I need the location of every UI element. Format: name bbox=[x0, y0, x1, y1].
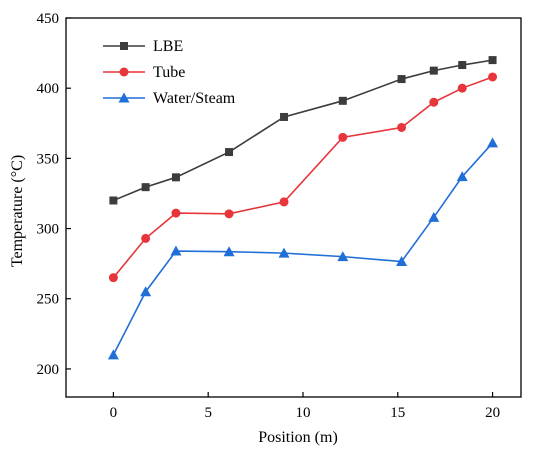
legend-marker bbox=[118, 92, 130, 103]
data-point-water-steam bbox=[456, 171, 468, 182]
y-tick-label: 400 bbox=[37, 81, 60, 97]
x-tick-label: 20 bbox=[485, 405, 500, 421]
series-tube bbox=[108, 72, 498, 283]
data-point-lbe bbox=[397, 75, 406, 84]
data-point-tube bbox=[338, 132, 348, 142]
series-line-tube bbox=[112, 76, 493, 279]
data-point-lbe bbox=[338, 96, 347, 105]
legend-label: Tube bbox=[153, 64, 185, 81]
data-point-tube bbox=[279, 197, 289, 207]
data-point-water-steam bbox=[396, 256, 408, 267]
y-tick-label: 300 bbox=[37, 222, 60, 238]
data-point-water-steam bbox=[487, 137, 499, 148]
y-tick-label: 450 bbox=[37, 11, 60, 27]
y-tick-label: 350 bbox=[37, 151, 60, 167]
legend: LBE Tube Water/Steam bbox=[103, 38, 236, 107]
data-point-tube bbox=[224, 209, 234, 219]
y-tick-label: 250 bbox=[37, 292, 60, 308]
data-point-tube bbox=[457, 83, 467, 93]
y-axis-title: Temperature (°C) bbox=[9, 155, 26, 267]
data-point-lbe bbox=[171, 173, 180, 182]
y-tick-labels: 200 250 300 350 400 450 bbox=[37, 11, 60, 378]
legend-marker bbox=[120, 42, 128, 50]
series-line-water-steam bbox=[112, 142, 494, 356]
x-tick-label: 5 bbox=[204, 405, 212, 421]
legend-marker bbox=[119, 67, 129, 77]
data-point-lbe bbox=[141, 183, 150, 192]
data-point-water-steam bbox=[337, 251, 349, 262]
data-point-water-steam bbox=[170, 245, 182, 256]
data-point-water-steam bbox=[140, 286, 152, 297]
y-tick-label: 200 bbox=[37, 362, 60, 378]
legend-item-water-steam: Water/Steam bbox=[103, 90, 236, 107]
legend-label: Water/Steam bbox=[153, 90, 236, 107]
data-point-lbe bbox=[488, 56, 497, 65]
x-axis-title: Position (m) bbox=[258, 429, 338, 446]
legend-item-tube: Tube bbox=[103, 64, 185, 81]
data-point-tube bbox=[108, 273, 118, 283]
legend-item-lbe: LBE bbox=[103, 38, 183, 55]
data-point-tube bbox=[397, 122, 407, 132]
data-point-tube bbox=[141, 233, 151, 243]
data-point-water-steam bbox=[278, 247, 290, 258]
data-point-water-steam bbox=[223, 246, 235, 257]
data-point-tube bbox=[171, 208, 181, 218]
data-point-lbe bbox=[429, 66, 438, 75]
data-point-water-steam bbox=[428, 211, 440, 222]
plot-area bbox=[65, 17, 522, 398]
data-point-lbe bbox=[280, 112, 289, 121]
data-point-lbe bbox=[458, 61, 467, 70]
series-water-steam bbox=[107, 137, 499, 360]
series-line-lbe bbox=[113, 59, 493, 202]
data-point-water-steam bbox=[107, 349, 119, 360]
x-tick-label: 15 bbox=[390, 405, 405, 421]
x-tick-label: 0 bbox=[110, 405, 118, 421]
x-tick-label: 10 bbox=[295, 405, 310, 421]
x-tick-labels: 0 5 10 15 20 bbox=[110, 405, 500, 421]
data-point-lbe bbox=[109, 196, 118, 205]
data-point-tube bbox=[488, 72, 498, 82]
series-lbe bbox=[109, 56, 497, 205]
data-point-lbe bbox=[225, 148, 234, 157]
plot-frame bbox=[65, 17, 522, 398]
legend-label: LBE bbox=[153, 38, 183, 55]
data-point-tube bbox=[429, 97, 439, 107]
